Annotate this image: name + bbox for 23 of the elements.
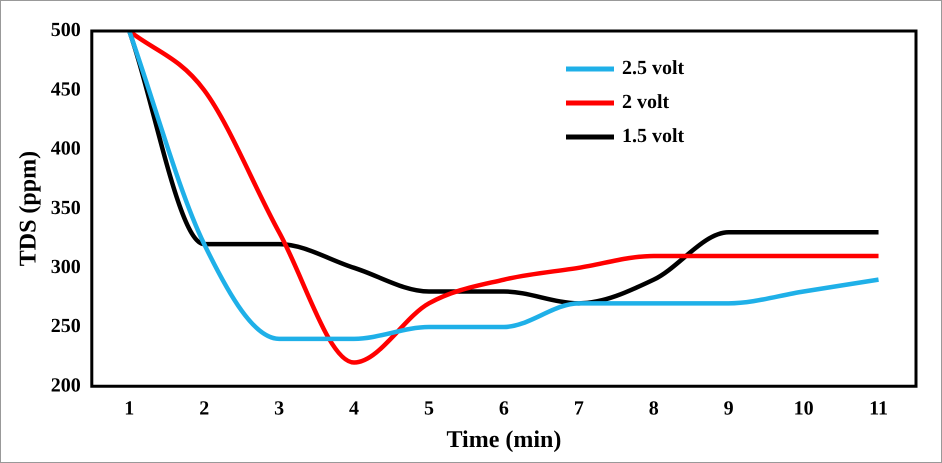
y-tick-label: 200 — [50, 374, 81, 396]
y-tick-label: 300 — [50, 256, 81, 278]
y-tick-label: 400 — [50, 138, 81, 160]
x-tick-label: 10 — [794, 397, 814, 420]
y-tick-label: 500 — [50, 19, 81, 42]
x-tick-label: 1 — [124, 397, 134, 420]
legend-label: 1.5 volt — [622, 125, 685, 148]
x-tick-label: 9 — [724, 397, 734, 420]
x-tick-label: 2 — [199, 397, 210, 420]
y-tick-label: 250 — [50, 315, 81, 338]
x-tick-label: 8 — [648, 397, 659, 420]
legend-label: 2 volt — [622, 91, 670, 114]
y-axis-title: TDS (ppm) — [16, 150, 42, 266]
x-tick-label: 7 — [574, 397, 584, 420]
x-tick-label: 6 — [498, 397, 509, 420]
x-tick-label: 3 — [274, 397, 284, 420]
legend-label: 2.5 volt — [622, 57, 685, 80]
x-tick-label: 11 — [869, 397, 888, 420]
y-tick-label: 450 — [50, 78, 81, 100]
y-tick-label: 350 — [50, 196, 81, 219]
x-tick-label: 4 — [349, 397, 360, 420]
x-tick-label: 5 — [424, 397, 434, 420]
x-axis-title: Time (min) — [446, 426, 562, 453]
